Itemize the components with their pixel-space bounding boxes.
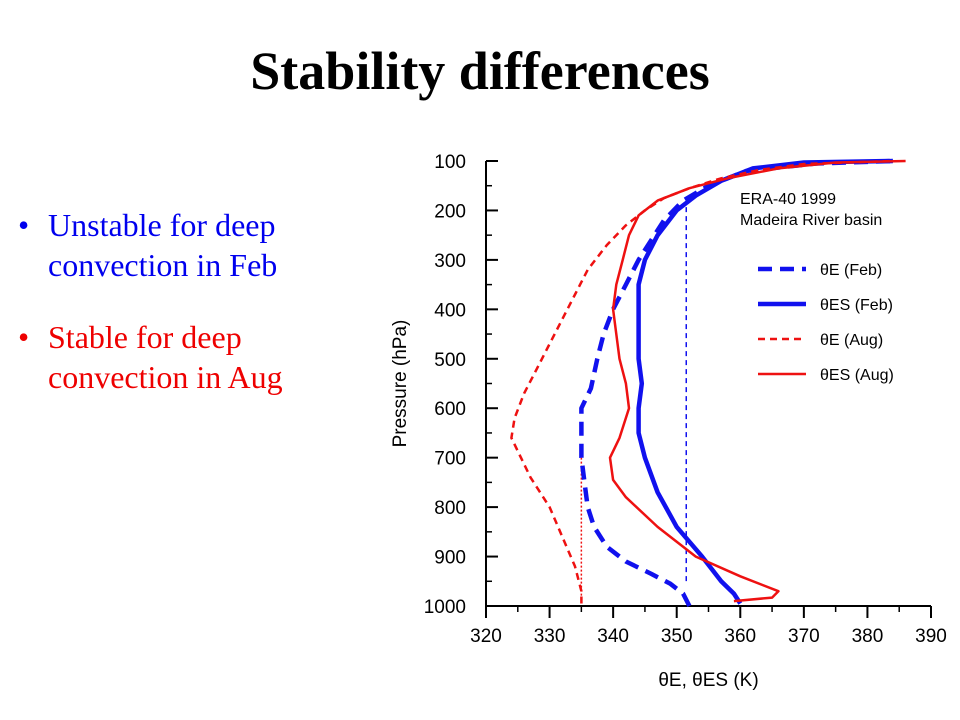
y-tick-label: 800 [434, 498, 466, 519]
x-tick-label: 380 [852, 626, 884, 647]
bullet-aug-text: Stable for deep convection in Aug [48, 319, 283, 395]
bullet-feb-text: Unstable for deep convection in Feb [48, 207, 278, 283]
y-tick-label: 700 [434, 449, 466, 470]
y-tick-label: 200 [434, 201, 466, 222]
annotation-line: ERA-40 1999 [740, 191, 836, 208]
x-tick-label: 360 [724, 626, 756, 647]
y-axis-label: Pressure (hPa) [390, 320, 411, 448]
series-line-1 [636, 158, 893, 605]
bullet-feb: • Unstable for deep convection in Feb [14, 205, 359, 285]
bullet-dot: • [18, 207, 30, 243]
x-tick-label: 370 [788, 626, 820, 647]
legend-label: θE (Aug) [820, 332, 883, 349]
x-tick-label: 330 [534, 626, 566, 647]
series-line-3 [608, 159, 906, 603]
bullet-dot: • [18, 319, 30, 355]
y-tick-label: 500 [434, 350, 466, 371]
legend-label: θES (Aug) [820, 367, 894, 384]
x-tick-label: 320 [470, 626, 502, 647]
y-tick-label: 600 [434, 399, 466, 420]
y-tick-label: 900 [434, 548, 466, 569]
legend-label: θES (Feb) [820, 297, 893, 314]
annotation-line: Madeira River basin [740, 212, 882, 229]
y-tick-label: 1000 [424, 597, 466, 618]
y-tick-label: 400 [434, 300, 466, 321]
x-axis-label: θE, θES (K) [658, 670, 758, 691]
y-tick-label: 100 [434, 152, 466, 173]
series-line-0 [579, 158, 893, 608]
y-tick-label: 300 [434, 251, 466, 272]
legend-label: θE (Feb) [820, 262, 882, 279]
x-tick-label: 390 [915, 626, 947, 647]
x-tick-label: 340 [597, 626, 629, 647]
x-tick-label: 350 [661, 626, 693, 647]
bullet-aug: • Stable for deep convection in Aug [14, 317, 359, 397]
slide-title: Stability differences [250, 41, 710, 101]
bullet-list: • Unstable for deep convection in Feb • … [14, 205, 359, 397]
